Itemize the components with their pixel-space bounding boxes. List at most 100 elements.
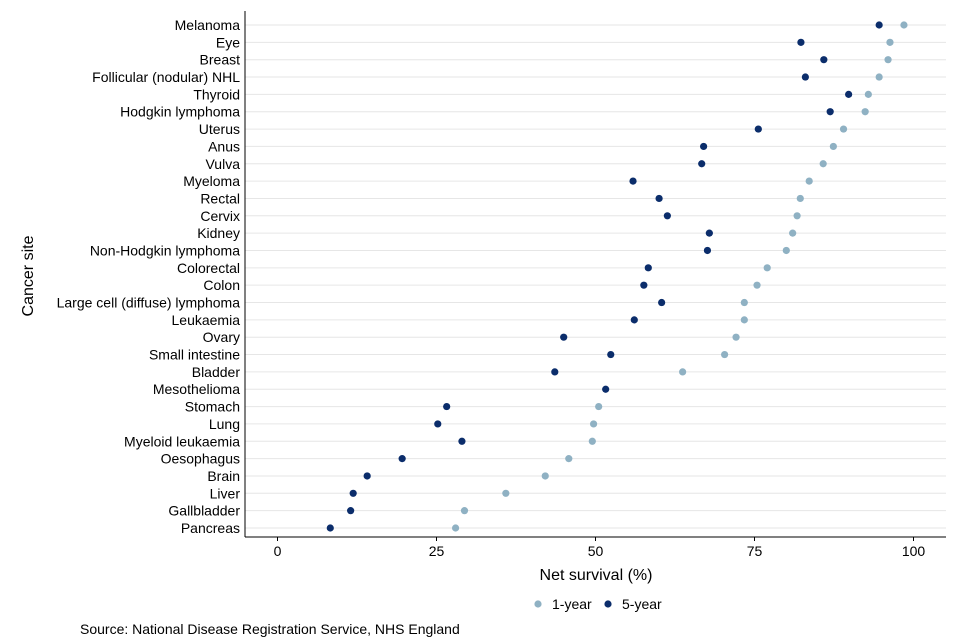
category-label: Hodgkin lymphoma: [120, 104, 240, 120]
category-label: Oesophagus: [161, 451, 240, 467]
point-5-year: [347, 507, 355, 515]
y-axis-title: Cancer site: [20, 235, 37, 316]
point-1-year: [451, 524, 460, 532]
category-label: Cervix: [200, 208, 240, 224]
point-1-year: [789, 229, 797, 237]
point-1-year: [740, 298, 748, 307]
point-5-year: [434, 420, 442, 428]
category-label: Brain: [207, 468, 240, 484]
category-label: Colon: [203, 277, 240, 293]
point-1-year: [732, 333, 740, 341]
point-5-year: [663, 212, 671, 220]
point-5-year: [845, 90, 853, 98]
category-label: Eye: [216, 34, 240, 50]
category-label: Lung: [209, 416, 240, 432]
x-tick-label: 25: [429, 543, 445, 559]
category-label: Uterus: [199, 121, 240, 137]
category-label: Anus: [208, 138, 240, 154]
category-label: Mesothelioma: [153, 381, 240, 397]
point-1-year: [884, 56, 892, 64]
category-label: Stomach: [185, 399, 240, 415]
point-5-year: [602, 385, 610, 393]
category-label: Leukaemia: [172, 312, 241, 328]
category-label: Kidney: [197, 225, 240, 241]
point-1-year: [595, 402, 603, 411]
data-points: [326, 21, 908, 532]
point-5-year: [875, 21, 883, 29]
point-1-year: [839, 125, 848, 133]
point-1-year: [763, 264, 771, 272]
category-label: Liver: [210, 485, 241, 501]
legend: 1-year 5-year: [534, 596, 662, 612]
point-5-year: [826, 108, 834, 116]
point-1-year: [679, 368, 687, 376]
point-1-year: [589, 420, 598, 428]
point-5-year: [363, 472, 371, 480]
point-1-year: [829, 142, 837, 151]
point-1-year: [864, 90, 872, 98]
source-note: Source: National Disease Registration Se…: [80, 621, 460, 637]
point-1-year: [753, 281, 761, 289]
x-tick-label: 50: [588, 543, 604, 559]
point-1-year: [886, 38, 894, 46]
category-label: Follicular (nodular) NHL: [92, 69, 240, 85]
point-5-year: [398, 455, 406, 463]
point-5-year: [551, 368, 559, 376]
point-1-year: [502, 489, 510, 497]
category-label: Breast: [200, 52, 241, 68]
category-label: Small intestine: [149, 347, 240, 363]
x-tick-label: 0: [274, 543, 282, 559]
point-5-year: [607, 350, 615, 359]
point-5-year: [797, 38, 805, 46]
point-5-year: [326, 524, 334, 532]
point-5-year: [349, 489, 357, 497]
point-5-year: [630, 316, 638, 324]
point-1-year: [541, 472, 549, 480]
point-5-year: [698, 160, 706, 168]
point-1-year: [875, 73, 883, 81]
category-label: Ovary: [203, 329, 240, 345]
category-label: Thyroid: [193, 86, 240, 102]
point-1-year: [782, 246, 790, 255]
point-5-year: [629, 177, 637, 185]
category-label: Melanoma: [175, 17, 241, 33]
category-label: Rectal: [200, 190, 240, 206]
point-1-year: [721, 350, 729, 359]
point-5-year: [754, 125, 762, 133]
category-label: Myeloma: [183, 173, 240, 189]
point-1-year: [900, 21, 908, 29]
category-label: Non-Hodgkin lymphoma: [90, 242, 240, 258]
point-1-year: [565, 455, 573, 463]
point-1-year: [861, 108, 869, 116]
point-5-year: [705, 229, 713, 237]
point-1-year: [796, 194, 804, 203]
point-1-year: [460, 507, 469, 515]
legend-marker: [534, 600, 542, 608]
x-axis-title: Net survival (%): [540, 567, 653, 584]
point-5-year: [820, 56, 828, 64]
category-label: Myeloid leukaemia: [124, 433, 240, 449]
point-1-year: [793, 212, 801, 220]
legend-label: 1-year: [552, 596, 592, 612]
point-5-year: [655, 194, 663, 203]
category-label: Large cell (diffuse) lymphoma: [57, 295, 241, 311]
point-5-year: [640, 281, 648, 289]
point-1-year: [740, 316, 748, 324]
category-label: Colorectal: [177, 260, 240, 276]
legend-label: 5-year: [622, 596, 662, 612]
category-label: Vulva: [205, 156, 240, 172]
x-axis: 0 25 50 75 100: [244, 11, 946, 559]
point-1-year: [819, 160, 827, 168]
category-label: Gallbladder: [168, 503, 240, 519]
point-5-year: [458, 437, 466, 445]
category-label: Bladder: [192, 364, 241, 380]
point-5-year: [658, 298, 666, 307]
point-5-year: [644, 264, 652, 272]
x-tick-label: 75: [747, 543, 763, 559]
gridlines: [245, 24, 946, 529]
point-5-year: [801, 73, 809, 81]
point-5-year: [703, 246, 712, 255]
point-5-year: [560, 333, 568, 341]
